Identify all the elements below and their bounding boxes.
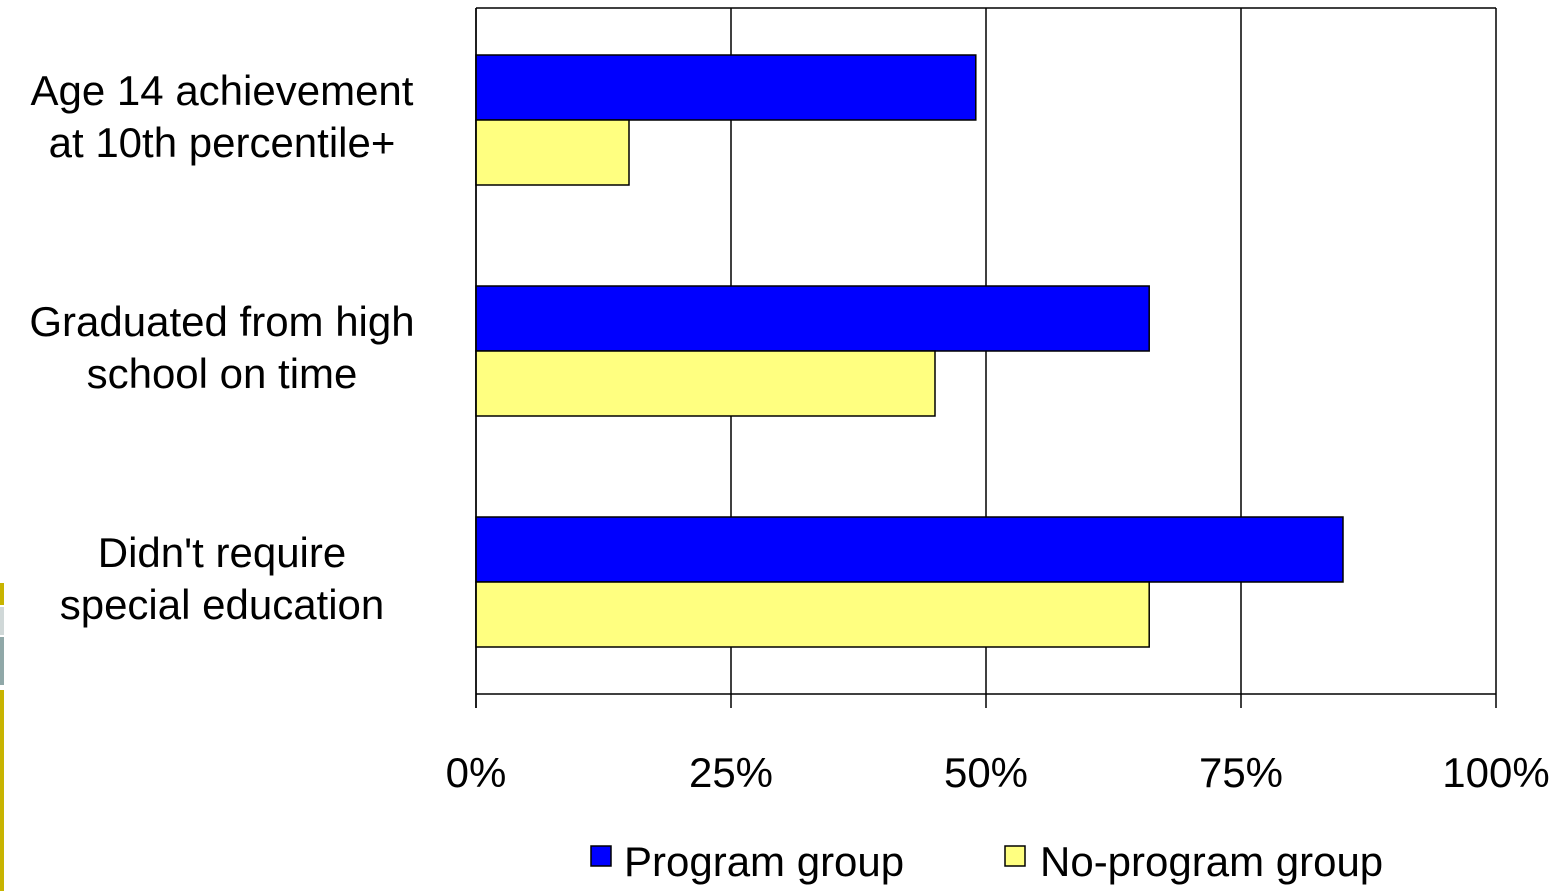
- plot-frame: [475, 7, 1496, 708]
- category-label-1: Graduated from high school on time: [29, 298, 414, 397]
- bar-program-2: [475, 516, 1344, 583]
- accent-strip-gold-top: [0, 583, 4, 605]
- bar-no-program-2: [475, 581, 1150, 648]
- bar-no-program-1: [475, 350, 936, 417]
- accent-strip-gray: [0, 607, 4, 635]
- legend: Program group No-program group: [590, 838, 1383, 885]
- bar-program-1: [475, 285, 1150, 352]
- legend-label-no-program: No-program group: [1040, 838, 1383, 885]
- legend-swatch-program: [590, 845, 612, 867]
- category-label-2-line-1: special education: [60, 581, 385, 628]
- category-labels: Age 14 achievement at 10th percentile+ Gra…: [29, 67, 414, 628]
- category-label-0: Age 14 achievement at 10th percentile+: [31, 67, 414, 166]
- x-tick-label-2: 50%: [944, 749, 1028, 796]
- legend-swatch-no-program: [1004, 845, 1026, 867]
- x-tick-label-4: 100%: [1442, 749, 1549, 796]
- accent-strip-teal: [0, 637, 4, 685]
- bars: [475, 54, 1344, 648]
- legend-label-program: Program group: [624, 838, 904, 885]
- category-label-0-line-0: Age 14 achievement: [31, 67, 414, 114]
- bar-no-program-0: [475, 119, 630, 186]
- x-tick-label-3: 75%: [1199, 749, 1283, 796]
- tick-labels: 0% 25% 50% 75% 100%: [446, 749, 1550, 796]
- category-label-0-line-1: at 10th percentile+: [49, 119, 396, 166]
- category-label-2: Didn't require special education: [60, 529, 385, 628]
- category-label-2-line-0: Didn't require: [98, 529, 346, 576]
- category-label-1-line-1: school on time: [87, 350, 358, 397]
- x-tick-label-0: 0%: [446, 749, 507, 796]
- category-label-1-line-0: Graduated from high: [29, 298, 414, 345]
- accent-strip-gold-bottom: [0, 690, 4, 891]
- bar-program-0: [475, 54, 977, 121]
- x-tick-label-1: 25%: [689, 749, 773, 796]
